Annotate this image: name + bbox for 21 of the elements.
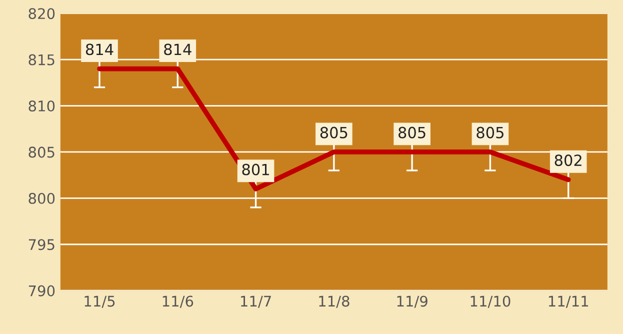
x-tick-label: 11/9 — [397, 296, 428, 308]
x-tick-label: 11/7 — [241, 296, 271, 308]
x-tick-label: 11/5 — [84, 296, 115, 308]
x-tick-label: 11/10 — [470, 296, 510, 308]
x-tick-label: 11/8 — [319, 296, 350, 308]
data-label: 814 — [86, 44, 114, 56]
y-tick-label: 800 — [28, 192, 55, 204]
y-tick-label: 805 — [28, 146, 54, 158]
data-label: 805 — [320, 126, 348, 138]
x-tick-label: 11/6 — [162, 296, 194, 308]
y-tick-label: 810 — [28, 100, 55, 112]
data-label: 805 — [398, 126, 426, 138]
y-tick-label: 815 — [28, 54, 54, 66]
data-label: 802 — [554, 154, 582, 166]
data-label: 805 — [476, 126, 504, 138]
y-tick-label: 790 — [28, 285, 55, 296]
x-tick-label: 11/11 — [548, 296, 588, 308]
y-tick-label: 795 — [28, 239, 54, 250]
data-label: 814 — [164, 44, 192, 56]
y-tick-label: 820 — [28, 8, 55, 20]
data-label: 801 — [242, 164, 269, 176]
